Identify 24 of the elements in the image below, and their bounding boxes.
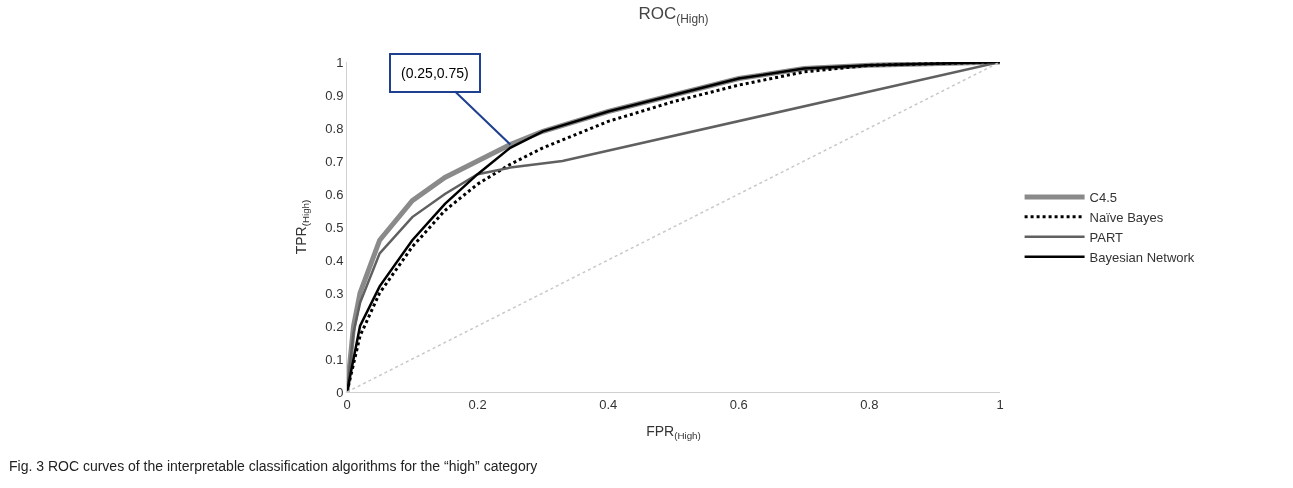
x-tick-label: 0.8 <box>860 396 879 412</box>
x-tick-label: 0.4 <box>599 396 618 412</box>
y-tick-label: 0.1 <box>325 351 344 367</box>
y-tick-label: 1 <box>336 54 344 70</box>
x-tick-label: 0.6 <box>729 396 748 412</box>
y-tick-label: 0.6 <box>325 186 344 202</box>
y-tick-label: 0.8 <box>325 120 344 136</box>
y-tick-label: 0 <box>336 384 344 400</box>
legend-label: C4.5 <box>1089 190 1118 206</box>
legend-label: Bayesian Network <box>1089 249 1195 265</box>
x-tick-label: 1 <box>996 396 1004 412</box>
annotation: (0.25,0.75) <box>401 65 469 81</box>
x-axis-title: FPR$_{(High)}$ <box>646 422 701 441</box>
legend-label: Naïve Bayes <box>1089 209 1164 225</box>
x-tick-label: 0.2 <box>468 396 487 412</box>
y-tick-label: 0.9 <box>325 87 344 103</box>
y-tick-label: 0.4 <box>325 252 344 268</box>
y-tick-label: 0.3 <box>325 285 344 301</box>
legend-label: PART <box>1089 229 1124 245</box>
y-tick-label: 0.2 <box>325 318 344 334</box>
y-tick-label: 0.7 <box>325 153 344 169</box>
y-tick-label: 0.5 <box>325 219 344 235</box>
caption: Fig. 3 ROC curves of the interpretable classification algorithms for the “high” category <box>9 458 538 474</box>
chart-title: ROC$_{(High)}$ <box>638 4 709 26</box>
